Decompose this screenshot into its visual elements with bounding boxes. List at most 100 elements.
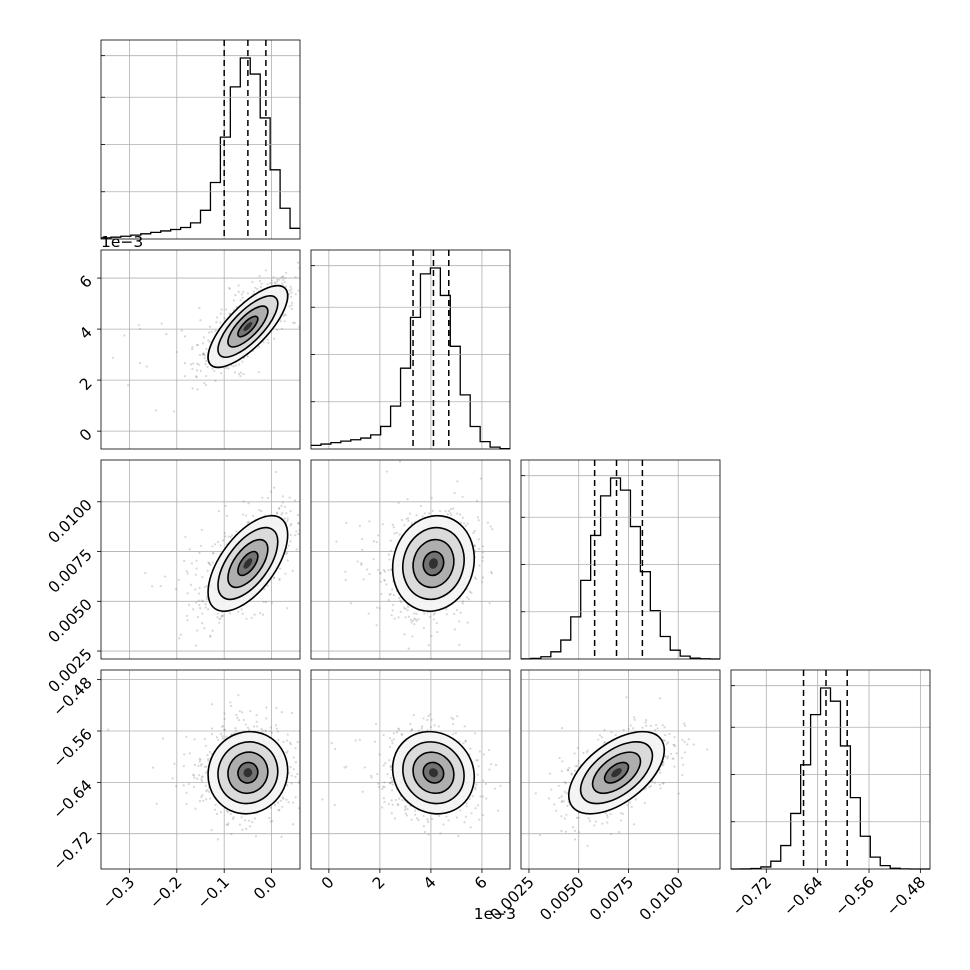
contour-level-3 (237, 315, 259, 338)
scatter-point (161, 737, 165, 740)
scatter-point (567, 769, 570, 772)
scatter-point (426, 820, 430, 823)
scatter-point (404, 812, 407, 815)
scatter-point (230, 832, 233, 836)
scatter-point (230, 364, 233, 367)
scatter-point (463, 725, 466, 728)
scatter-point (558, 796, 561, 800)
scatter-point (453, 492, 456, 495)
scatter-point (289, 295, 293, 298)
scatter-point (229, 535, 232, 539)
scatter-point (268, 816, 271, 820)
scatter-point (410, 522, 414, 525)
scatter-point (403, 633, 406, 636)
scatter-point (603, 741, 606, 744)
scatter-point (412, 619, 415, 622)
density-fill-4 (243, 322, 253, 332)
scatter-point (226, 811, 230, 814)
scatter-point (215, 736, 219, 739)
scatter-point (258, 275, 261, 278)
scatter-point (186, 619, 189, 622)
scatter-point (474, 786, 477, 789)
scatter-point (266, 283, 269, 286)
scatter-point (461, 495, 464, 498)
panel-frame-1-0 (100, 249, 301, 450)
scatter-point (450, 716, 453, 719)
scatter-point (392, 593, 395, 597)
scatter-point (274, 470, 277, 474)
density-fill-4 (243, 558, 253, 569)
scatter-point (246, 292, 250, 295)
scatter-point (274, 724, 278, 727)
scatter-point (289, 765, 292, 768)
scatter-point (281, 805, 284, 808)
scatter-point (393, 617, 396, 620)
scatter-point (379, 580, 382, 583)
scatter-point (457, 834, 460, 838)
scatter-point (389, 592, 392, 596)
scatter-point (475, 783, 478, 786)
scatter-point (406, 807, 409, 811)
scatter-point (285, 798, 288, 801)
scatter-point (204, 383, 208, 387)
scatter-point (242, 290, 245, 293)
scatter-point (358, 524, 361, 527)
scatter-point (247, 502, 250, 505)
scatter-point (562, 800, 566, 803)
scatter-point (207, 759, 210, 762)
scatter-point (426, 818, 429, 821)
scatter-point (606, 821, 609, 824)
scatter-point (449, 507, 453, 511)
scatter-point (406, 609, 409, 612)
contour-level-2 (412, 751, 455, 795)
scatter-point (244, 723, 247, 726)
scatter-point (290, 782, 293, 785)
scatter-point (564, 782, 567, 785)
scatter-point (474, 807, 477, 810)
scatter-point (470, 591, 473, 594)
scatter-point (388, 737, 392, 740)
scatter-point (609, 832, 613, 836)
scatter-point (205, 765, 208, 768)
scatter-point (202, 352, 205, 355)
scatter-point (245, 827, 248, 831)
scatter-point (489, 525, 492, 528)
scatter-point (484, 782, 487, 786)
scatter-point (378, 607, 381, 610)
scatter-point (496, 809, 500, 812)
scatter-point (429, 725, 433, 729)
scatter-point (183, 362, 187, 365)
scatter-point (194, 588, 197, 591)
scatter-point (489, 763, 493, 766)
scatter-point (593, 824, 596, 827)
scatter-point (295, 548, 298, 551)
scatter-point (200, 779, 204, 783)
panel-frame-3-0 (100, 669, 301, 870)
scatter-point (577, 816, 580, 819)
contour-level-3 (422, 550, 445, 577)
contour-level-1 (402, 526, 465, 601)
scatter-point (294, 293, 297, 296)
scatter-point (223, 712, 226, 715)
scatter-point (286, 559, 289, 562)
scatter-point (465, 805, 468, 808)
scatter-point (223, 717, 226, 721)
scatter-point (389, 781, 392, 785)
scatter-point (239, 375, 242, 378)
scatter-point (473, 732, 477, 735)
scatter-point (376, 534, 380, 537)
scatter-point (223, 317, 226, 320)
scatter-point (224, 504, 227, 508)
scatter-point (345, 521, 348, 524)
scatter-point (282, 797, 285, 800)
scatter-point (560, 795, 563, 798)
scatter-point (296, 261, 300, 264)
scatter-point (203, 627, 206, 630)
scatter-point (207, 339, 210, 342)
scatter-point (450, 514, 453, 517)
scatter-point (177, 578, 180, 581)
scatter-point (481, 795, 485, 798)
scatter-point (198, 757, 201, 760)
density-fill-4 (611, 768, 622, 778)
scatter-point (404, 805, 407, 808)
